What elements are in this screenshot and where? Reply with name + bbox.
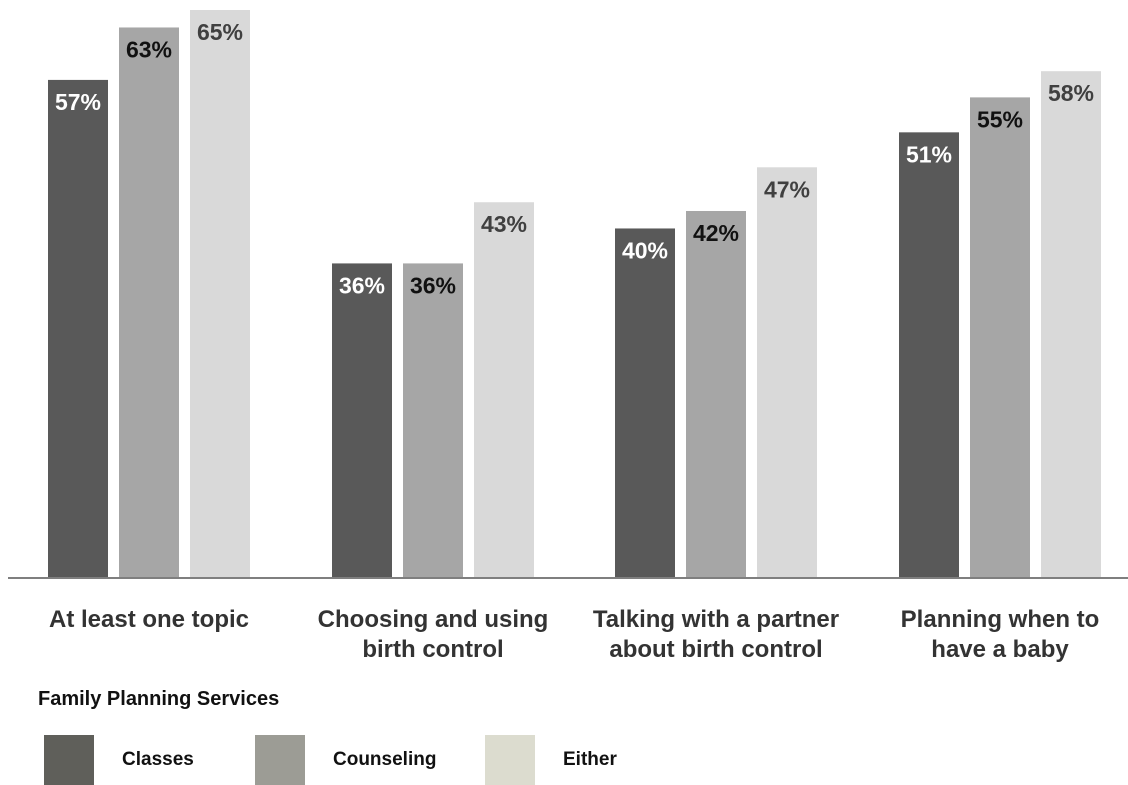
bar-value-label: 43% bbox=[481, 211, 527, 237]
legend-item-counseling: Counseling bbox=[255, 735, 436, 785]
category-label-line: Talking with a partner bbox=[593, 606, 839, 633]
category-label-line: about birth control bbox=[609, 636, 822, 663]
category-label-0: At least one topic bbox=[49, 606, 249, 633]
legend-swatch-classes bbox=[44, 735, 94, 785]
bar-either-0 bbox=[190, 10, 250, 578]
category-label-line: At least one topic bbox=[49, 606, 249, 633]
category-label-line: birth control bbox=[362, 636, 503, 663]
bar-classes-3 bbox=[899, 132, 959, 579]
bar-counseling-3 bbox=[970, 97, 1030, 578]
category-label-line: Choosing and using bbox=[318, 606, 549, 633]
bar-counseling-1 bbox=[403, 263, 463, 578]
legend-title: Family Planning Services bbox=[38, 688, 280, 710]
category-label-1: Choosing and using birth control bbox=[318, 606, 549, 663]
bar-value-label: 55% bbox=[977, 106, 1023, 132]
bar-value-label: 63% bbox=[126, 36, 172, 62]
bar-value-label: 36% bbox=[339, 272, 385, 298]
bar-value-label: 36% bbox=[410, 272, 456, 298]
bar-classes-2 bbox=[615, 228, 675, 578]
bar-value-label: 40% bbox=[622, 237, 668, 263]
category-label-line: have a baby bbox=[931, 636, 1069, 663]
bar-value-label: 51% bbox=[906, 141, 952, 167]
legend-swatch-either bbox=[485, 735, 535, 785]
bar-counseling-2 bbox=[686, 210, 746, 578]
bars-group bbox=[48, 10, 1101, 579]
legend-item-classes: Classes bbox=[44, 735, 194, 785]
bar-value-label: 57% bbox=[55, 89, 101, 115]
category-label-3: Planning when to have a baby bbox=[901, 606, 1100, 663]
bar-counseling-0 bbox=[119, 27, 179, 578]
category-label-2: Talking with a partner about birth contro… bbox=[593, 606, 839, 663]
bar-value-label: 58% bbox=[1048, 80, 1094, 106]
category-labels-group: At least one topic Choosing and using birt… bbox=[49, 606, 1099, 663]
bar-classes-1 bbox=[332, 263, 392, 578]
bar-either-1 bbox=[474, 202, 534, 578]
bar-value-label: 47% bbox=[764, 176, 810, 202]
bar-value-label: 65% bbox=[197, 19, 243, 45]
legend-label-counseling: Counseling bbox=[333, 749, 437, 770]
legend-label-classes: Classes bbox=[122, 749, 194, 770]
bar-value-label: 42% bbox=[693, 220, 739, 246]
legend-item-either: Either bbox=[485, 735, 617, 785]
bar-classes-0 bbox=[48, 79, 108, 579]
bar-either-3 bbox=[1041, 71, 1101, 579]
category-label-line: Planning when to bbox=[901, 606, 1100, 633]
legend-label-either: Either bbox=[563, 749, 617, 770]
bar-labels-group: 57% 36% 40% 51% 63% 36% 42% 55% 65% 43% 47% 58% bbox=[55, 19, 1094, 298]
bar-either-2 bbox=[757, 167, 817, 579]
legend-swatch-counseling bbox=[255, 735, 305, 785]
